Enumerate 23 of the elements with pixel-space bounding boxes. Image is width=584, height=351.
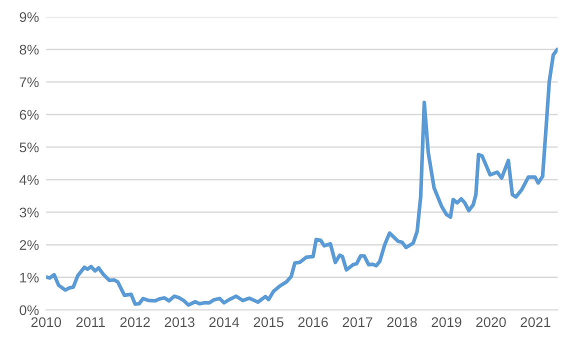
y-tick-label: 7% [20,77,39,88]
y-tick-label: 0% [20,305,39,316]
y-tick-label: 2% [20,240,39,250]
x-tick-label: 2018 [387,317,417,328]
x-tick-label: 2020 [476,317,506,328]
x-tick-label: 2015 [254,317,284,328]
y-tick-label: 1% [20,272,39,282]
y-tick-label: 9% [20,12,39,22]
x-tick-label: 2012 [120,317,150,328]
x-tick-label: 2010 [31,317,62,328]
y-tick-label: 5% [20,142,39,152]
y-tick-label: 4% [19,175,39,185]
x-tick-label: 2019 [432,317,462,328]
x-tick-label: 2013 [164,317,194,328]
x-tick-label: 2017 [342,317,372,328]
x-tick-label: 2021 [520,317,550,328]
x-tick-label: 2014 [209,317,240,328]
line-series [46,48,558,307]
y-tick-label: 6% [20,110,39,120]
y-tick-label: 3% [20,208,39,218]
x-tick-label: 2016 [298,317,328,328]
y-tick-label: 8% [20,44,39,55]
x-tick-label: 2011 [76,317,105,328]
